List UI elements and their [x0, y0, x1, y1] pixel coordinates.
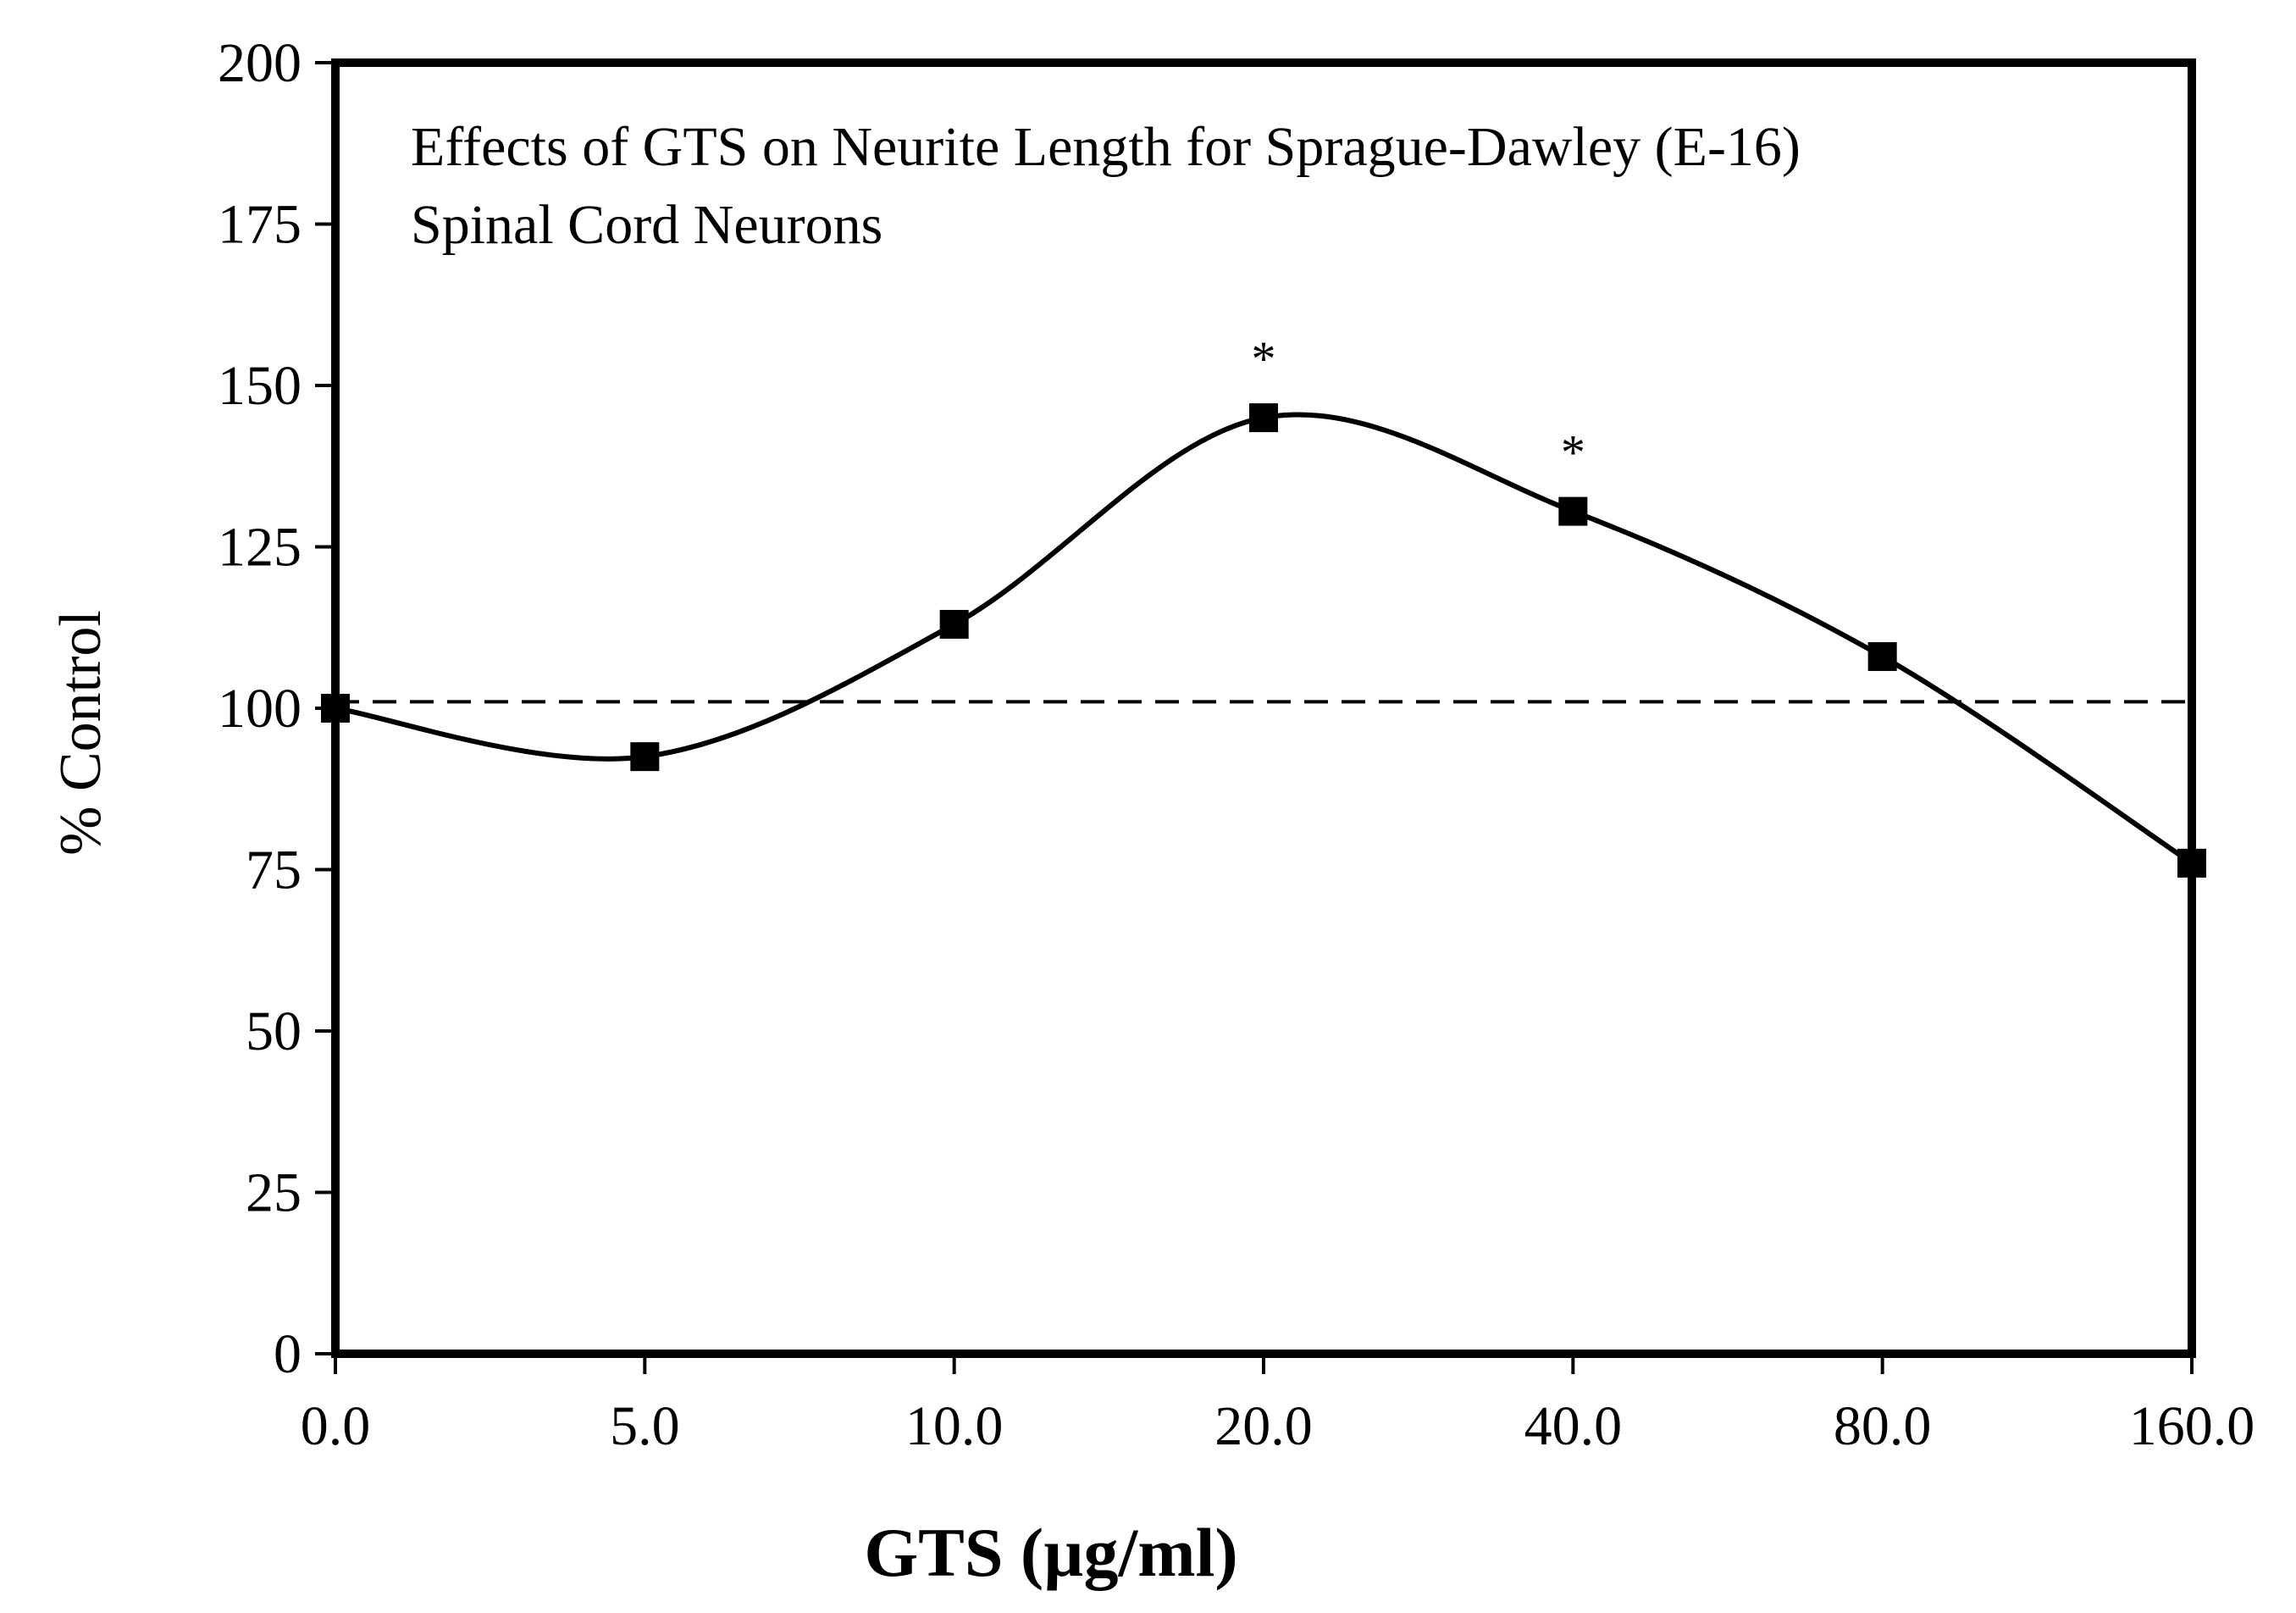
data-point-10.0 — [939, 609, 969, 639]
x-tick-label-6: 160.0 — [2129, 1395, 2255, 1457]
y-tick-label-100: 100 — [218, 678, 302, 740]
significance-marker-1: * — [1561, 425, 1585, 480]
data-point-80.0 — [1867, 642, 1897, 672]
data-point-0.0 — [321, 694, 350, 723]
data-point-160.0 — [2177, 848, 2206, 878]
y-tick-label-50: 50 — [246, 1001, 302, 1062]
x-tick-label-1: 5.0 — [610, 1395, 680, 1457]
x-tick-label-3: 20.0 — [1214, 1395, 1313, 1457]
x-tick-label-0: 0.0 — [301, 1395, 371, 1457]
x-tick-label-5: 80.0 — [1834, 1395, 1932, 1457]
plot-border — [331, 58, 2196, 1358]
series-line-0 — [335, 412, 2194, 866]
y-axis: 0 25 50 75 100 125 150 175 200 — [218, 32, 335, 1385]
series-group — [321, 403, 2206, 878]
y-tick-label-150: 150 — [218, 355, 302, 417]
data-point-5.0 — [630, 742, 660, 772]
y-tick-label-75: 75 — [246, 840, 302, 901]
y-axis-title: % Control — [48, 610, 113, 856]
annotation-group: ** — [1252, 331, 1585, 479]
y-tick-label-125: 125 — [218, 517, 302, 579]
x-axis-title: GTS (µg/ml) — [864, 1514, 1237, 1591]
data-point-20.0 — [1249, 403, 1278, 433]
chart-title-line-1: Effects of GTS on Neurite Length for Spr… — [411, 116, 1801, 178]
significance-marker-0: * — [1252, 331, 1276, 386]
y-tick-label-175: 175 — [218, 194, 302, 256]
x-tick-label-2: 10.0 — [905, 1395, 1004, 1457]
y-tick-label-0: 0 — [274, 1323, 302, 1385]
chart-title-line-2: Spinal Cord Neurons — [411, 194, 882, 256]
y-tick-label-200: 200 — [218, 32, 302, 94]
x-axis: 0.0 5.0 10.0 20.0 40.0 80.0 160.0 — [301, 1354, 2255, 1457]
plot-area — [331, 58, 2196, 1358]
data-point-40.0 — [1558, 496, 1588, 526]
x-tick-label-4: 40.0 — [1524, 1395, 1623, 1457]
y-tick-label-25: 25 — [246, 1162, 302, 1224]
